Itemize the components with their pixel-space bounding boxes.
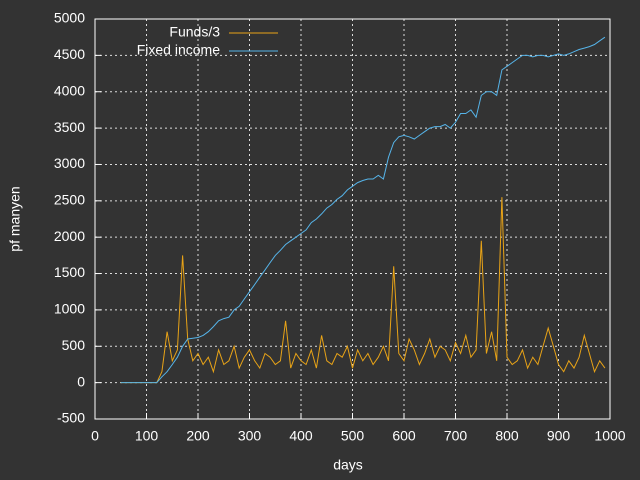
y-tick-label: 5000	[54, 10, 85, 26]
legend-label: Fixed income	[137, 42, 220, 58]
x-tick-label: 1000	[594, 428, 625, 444]
y-tick-label: 4500	[54, 46, 85, 62]
plot-frame	[94, 18, 611, 420]
y-tick-label: 1000	[54, 301, 85, 317]
x-tick-label: 700	[444, 428, 468, 444]
x-tick-label: 200	[186, 428, 210, 444]
legend-label: Funds/3	[169, 24, 220, 40]
series-line	[120, 197, 606, 384]
y-tick-label: 4000	[54, 82, 85, 98]
x-tick-label: 800	[495, 428, 519, 444]
y-tick-label: 500	[62, 337, 86, 353]
x-tick-label: 100	[135, 428, 159, 444]
y-tick-label: -500	[57, 410, 85, 426]
y-tick-label: 3500	[54, 119, 85, 135]
y-tick-label: 3000	[54, 155, 85, 171]
y-tick-label: 2500	[54, 192, 85, 208]
x-tick-label: 0	[91, 428, 99, 444]
y-tick-label: 0	[77, 373, 85, 389]
series-line	[120, 36, 606, 384]
x-tick-label: 300	[238, 428, 262, 444]
y-tick-label: 1500	[54, 264, 85, 280]
y-axis-label: pf manyen	[7, 186, 23, 251]
x-tick-label: 900	[547, 428, 571, 444]
y-tick-label: 2000	[54, 228, 85, 244]
x-tick-label: 400	[289, 428, 313, 444]
x-tick-label: 500	[341, 428, 365, 444]
x-tick-label: 600	[392, 428, 416, 444]
x-axis-label: days	[333, 457, 363, 473]
